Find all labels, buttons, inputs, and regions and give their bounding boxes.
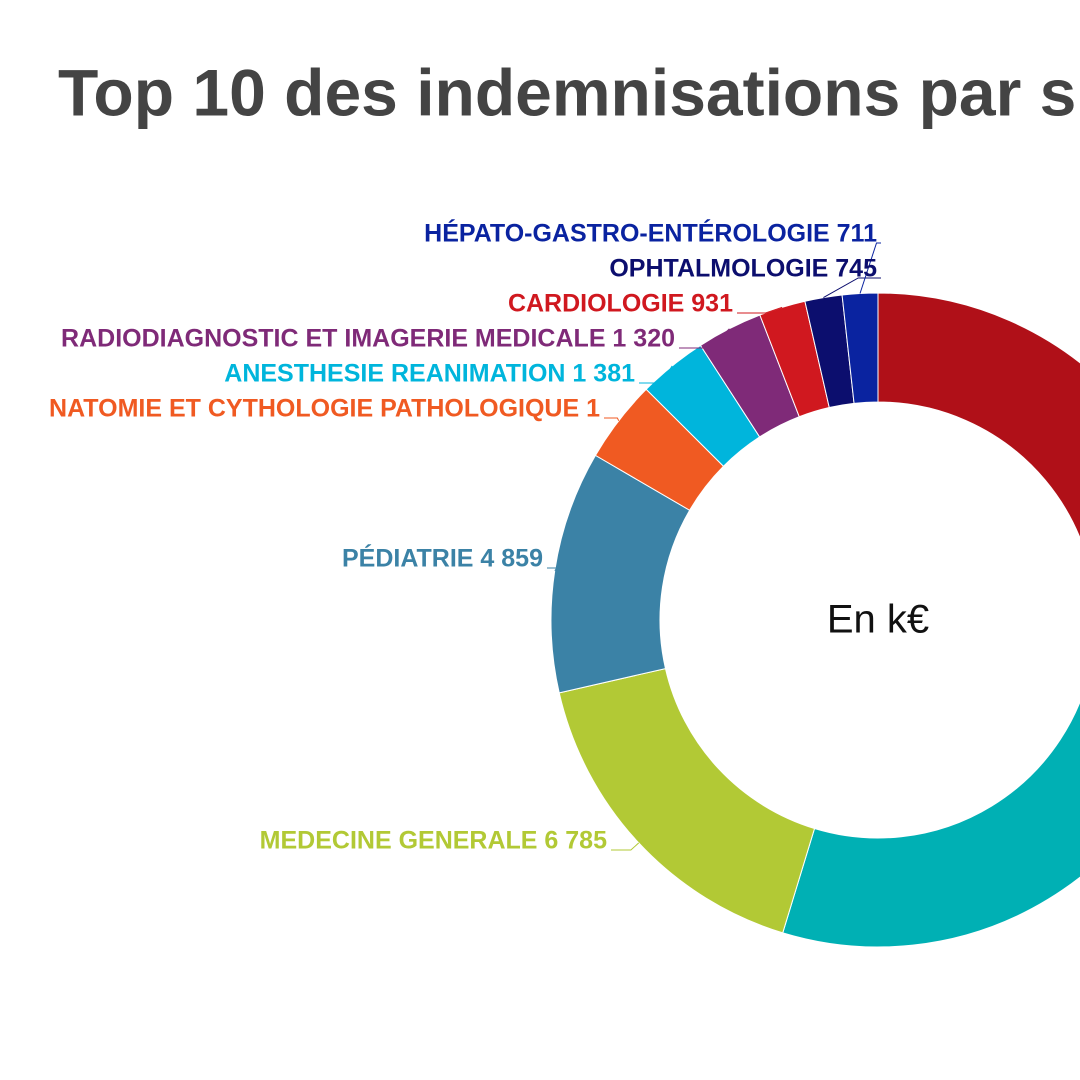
segment-label: HÉPATO-GASTRO-ENTÉROLOGIE 711 <box>424 219 877 248</box>
leader-line <box>639 365 673 384</box>
leader-line <box>611 842 640 851</box>
segment-label: NATOMIE ET CYTHOLOGIE PATHOLOGIQUE 1 <box>49 395 600 423</box>
leader-line <box>547 567 558 571</box>
segment-label: RADIODIAGNOSTIC ET IMAGERIE MEDICALE 1 3… <box>61 325 675 353</box>
leader-line <box>859 242 881 294</box>
center-label: En k€ <box>827 598 929 642</box>
chart-title: Top 10 des indemnisations par s <box>58 55 1076 129</box>
segment-label: CARDIOLOGIE 931 <box>508 290 733 318</box>
segment-label: OPHTALMOLOGIE 745 <box>609 255 877 283</box>
segment-label: MEDECINE GENERALE 6 785 <box>260 827 607 855</box>
donut <box>547 242 1080 948</box>
donut-segment <box>782 700 1080 948</box>
donut-segment <box>841 292 879 404</box>
leader-line <box>823 277 881 299</box>
leader-line <box>679 328 730 349</box>
leader-line <box>737 306 783 314</box>
donut-segment <box>558 667 816 934</box>
segment-label: PÉDIATRIE 4 859 <box>342 544 543 573</box>
leader-line <box>604 417 620 421</box>
donut-segment <box>877 292 1080 540</box>
segment-label: ANESTHESIE REANIMATION 1 381 <box>224 360 635 388</box>
